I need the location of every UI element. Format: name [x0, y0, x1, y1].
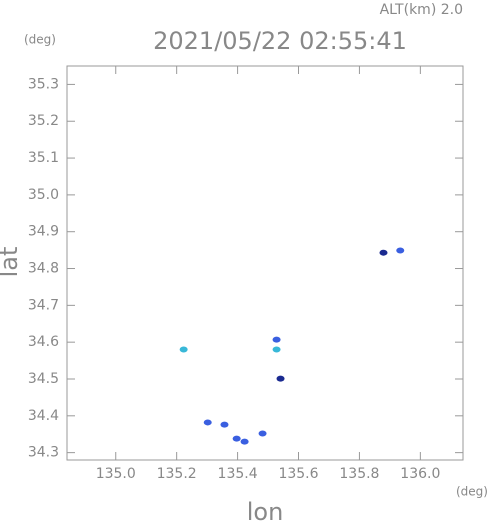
echo-point	[220, 421, 229, 428]
chart-subtitle: ALT(km) 2.0	[380, 2, 463, 18]
echo-point	[258, 430, 267, 437]
y-axis-label: lat	[0, 247, 23, 278]
x-tick-label: 135.6	[278, 466, 318, 482]
y-tick-label: 34.3	[28, 445, 59, 461]
echo-point	[272, 336, 281, 343]
x-tick-label: 135.8	[339, 466, 379, 482]
echo-point	[203, 419, 212, 426]
y-tick-label: 34.6	[28, 334, 59, 350]
x-tick-label: 135.0	[96, 466, 136, 482]
echo-point	[232, 435, 241, 442]
y-tick-label: 35.0	[28, 187, 59, 203]
plot-frame	[66, 65, 464, 461]
y-tick-label: 34.5	[28, 371, 59, 387]
x-unit: (deg)	[456, 485, 488, 499]
echo-point	[276, 375, 285, 382]
y-tick-label: 35.2	[28, 113, 59, 129]
x-axis-label: lon	[247, 498, 284, 521]
y-tick-label: 35.1	[28, 150, 59, 166]
echo-point	[396, 247, 405, 254]
y-tick-label: 34.8	[28, 261, 59, 277]
echo-point	[179, 346, 188, 353]
x-tick-label: 135.4	[218, 466, 258, 482]
y-unit: (deg)	[24, 33, 56, 47]
y-tick-label: 34.4	[28, 408, 59, 424]
x-tick-label: 135.2	[157, 466, 197, 482]
echo-point	[272, 346, 281, 353]
chart-title: 2021/05/22 02:55:41	[153, 27, 407, 55]
echo-point	[379, 249, 388, 256]
y-tick-label: 34.7	[28, 297, 59, 313]
y-tick-label: 34.9	[28, 224, 59, 240]
echo-point	[240, 438, 249, 445]
y-tick-label: 35.3	[28, 76, 59, 92]
x-tick-label: 136.0	[400, 466, 440, 482]
